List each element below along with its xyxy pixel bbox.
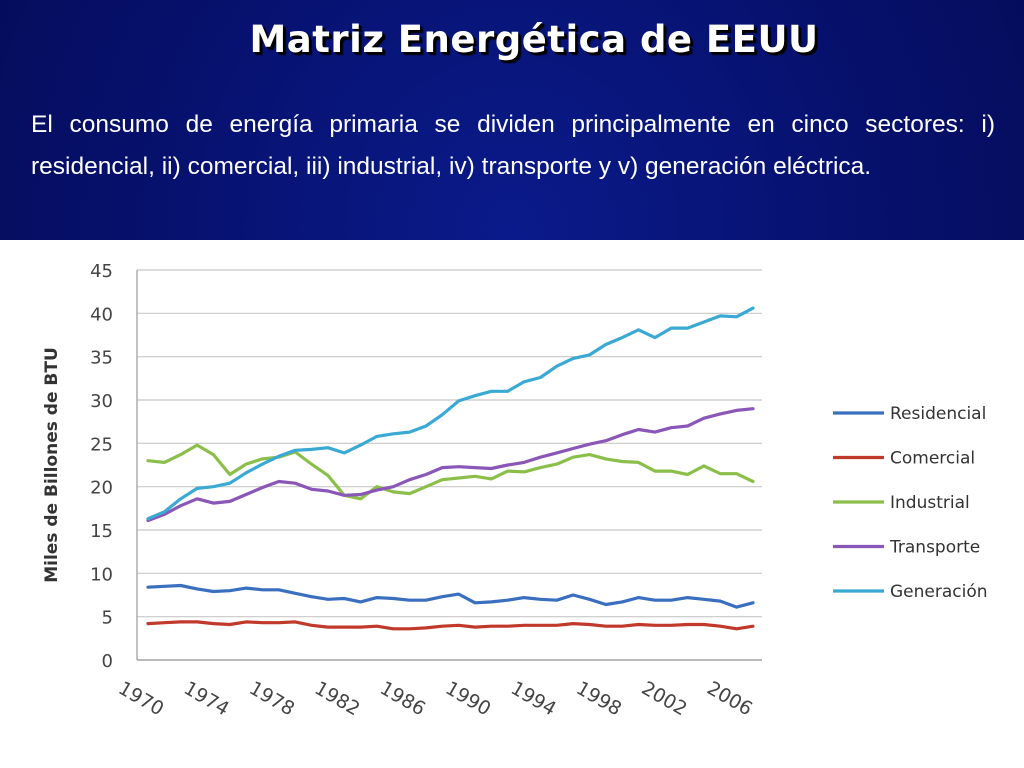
legend-label: Comercial (890, 449, 975, 469)
x-tick-label: 1998 (572, 677, 625, 720)
legend-label: Industrial (890, 493, 970, 513)
x-tick-label: 1986 (376, 677, 429, 720)
legend-label: Transporte (889, 538, 980, 558)
x-tick-label: 1994 (507, 677, 560, 720)
x-tick-label: 1978 (245, 677, 298, 720)
y-tick-label: 40 (90, 304, 113, 325)
chart-panel: 0 5 10 15 20 25 30 35 40 45 1970 1974 1978 1982 1986 19… (0, 240, 1024, 768)
y-tick-label: 35 (90, 348, 113, 369)
x-tick-label: 1990 (442, 677, 495, 720)
x-tick-label: 1982 (311, 677, 364, 720)
series-line-generación (146, 306, 755, 521)
x-tick-label: 2002 (638, 677, 691, 720)
line-chart: 0 5 10 15 20 25 30 35 40 45 1970 1974 1978 1982 1986 19… (42, 261, 988, 720)
series-line-industrial (146, 443, 755, 501)
y-tick-label: 15 (90, 521, 113, 542)
x-tick-label: 2006 (703, 677, 756, 720)
series-line-comercial (146, 620, 755, 631)
y-axis-title: Miles de Billones de BTU (42, 347, 62, 583)
y-tick-label: 45 (90, 261, 113, 282)
y-tick-label: 30 (90, 391, 113, 412)
x-tick-label: 1970 (115, 677, 168, 720)
slide-body-text: El consumo de energía primaria se divide… (31, 111, 995, 180)
x-tick-label: 1974 (180, 677, 233, 720)
y-tick-label: 10 (90, 564, 113, 585)
y-tick-label: 5 (102, 608, 113, 629)
legend-label: Residencial (890, 404, 986, 424)
y-tick-label: 25 (90, 434, 113, 455)
series-line-residencial (146, 583, 755, 609)
slide-title: Matriz Energética de EEUU (249, 18, 819, 61)
y-tick-label: 0 (102, 651, 113, 672)
series-line-transporte (146, 407, 755, 523)
y-tick-label: 20 (90, 478, 113, 499)
legend-label: Generación (890, 582, 988, 602)
